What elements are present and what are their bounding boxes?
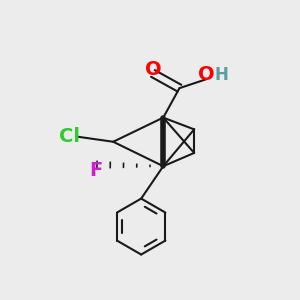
Text: Cl: Cl (59, 127, 80, 146)
Text: F: F (89, 161, 102, 180)
Text: O: O (145, 59, 161, 79)
Text: O: O (198, 65, 214, 84)
Text: H: H (214, 66, 228, 84)
